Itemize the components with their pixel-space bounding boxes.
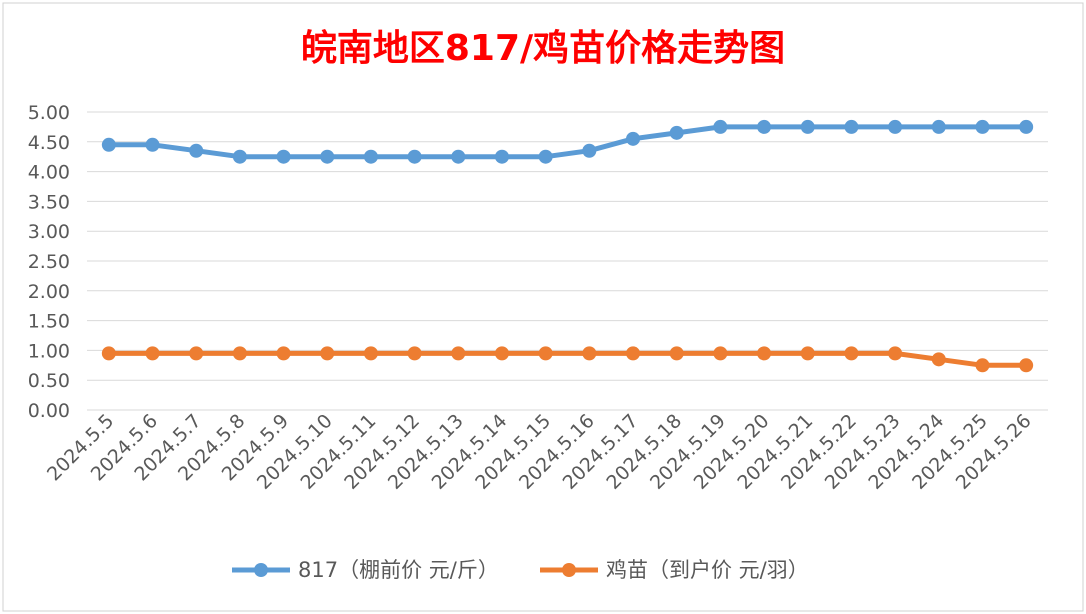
data-point bbox=[626, 346, 641, 361]
data-point bbox=[407, 149, 422, 164]
data-point bbox=[669, 346, 684, 361]
data-point bbox=[800, 119, 815, 134]
data-point bbox=[145, 346, 160, 361]
data-point bbox=[276, 346, 291, 361]
data-point bbox=[888, 346, 903, 361]
y-tick-label: 1.00 bbox=[28, 340, 70, 362]
data-point bbox=[189, 143, 204, 158]
data-point bbox=[363, 346, 378, 361]
data-point bbox=[320, 346, 335, 361]
data-point bbox=[713, 119, 728, 134]
y-tick-label: 5.00 bbox=[28, 102, 70, 124]
data-point bbox=[931, 119, 946, 134]
y-tick-label: 4.50 bbox=[28, 132, 70, 154]
legend-item: 817（棚前价 元/斤） bbox=[232, 558, 499, 582]
data-point bbox=[538, 149, 553, 164]
legend: 817（棚前价 元/斤） 鸡苗（到户价 元/羽） bbox=[232, 558, 809, 582]
series-2 bbox=[101, 346, 1034, 373]
y-tick-label: 1.50 bbox=[28, 311, 70, 333]
legend-item: 鸡苗（到户价 元/羽） bbox=[540, 558, 809, 582]
data-point bbox=[538, 346, 553, 361]
y-tick-label: 3.00 bbox=[28, 221, 70, 243]
data-point bbox=[145, 137, 160, 152]
y-tick-label: 0.00 bbox=[28, 400, 70, 422]
data-point bbox=[975, 119, 990, 134]
data-point bbox=[363, 149, 378, 164]
data-point bbox=[1019, 358, 1034, 373]
series-line bbox=[106, 350, 1029, 368]
data-point bbox=[931, 352, 946, 367]
data-point bbox=[232, 346, 247, 361]
data-point bbox=[582, 143, 597, 158]
data-point bbox=[232, 149, 247, 164]
data-point bbox=[669, 125, 684, 140]
data-point bbox=[494, 149, 509, 164]
y-tick-label: 0.50 bbox=[28, 370, 70, 392]
data-point bbox=[800, 346, 815, 361]
series-1 bbox=[101, 119, 1034, 164]
data-point bbox=[582, 346, 597, 361]
y-tick-label: 4.00 bbox=[28, 162, 70, 184]
data-point bbox=[407, 346, 422, 361]
data-point bbox=[451, 346, 466, 361]
data-point bbox=[189, 346, 204, 361]
chart-title: 皖南地区817/鸡苗价格走势图 bbox=[301, 28, 785, 69]
data-point bbox=[101, 137, 116, 152]
data-point bbox=[1019, 119, 1034, 134]
data-point bbox=[757, 119, 772, 134]
data-point bbox=[757, 346, 772, 361]
y-tick-label: 3.50 bbox=[28, 191, 70, 213]
legend-marker bbox=[254, 563, 268, 577]
data-point bbox=[276, 149, 291, 164]
y-tick-label: 2.00 bbox=[28, 281, 70, 303]
data-point bbox=[888, 119, 903, 134]
data-point bbox=[713, 346, 728, 361]
y-axis-ticks: 0.00 0.50 1.00 1.50 2.00 2.50 3.00 3.50 4.00 4.50… bbox=[28, 102, 70, 422]
legend-marker bbox=[562, 563, 576, 577]
data-point bbox=[320, 149, 335, 164]
legend-label: 817（棚前价 元/斤） bbox=[298, 558, 499, 582]
data-point bbox=[844, 119, 859, 134]
data-point bbox=[844, 346, 859, 361]
series-layer bbox=[101, 119, 1034, 373]
data-point bbox=[451, 149, 466, 164]
y-tick-label: 2.50 bbox=[28, 251, 70, 273]
data-point bbox=[101, 346, 116, 361]
series-line bbox=[106, 124, 1029, 160]
gridlines bbox=[87, 111, 1048, 411]
legend-label: 鸡苗（到户价 元/羽） bbox=[606, 558, 809, 582]
data-point bbox=[494, 346, 509, 361]
data-point bbox=[626, 131, 641, 146]
data-point bbox=[975, 358, 990, 373]
